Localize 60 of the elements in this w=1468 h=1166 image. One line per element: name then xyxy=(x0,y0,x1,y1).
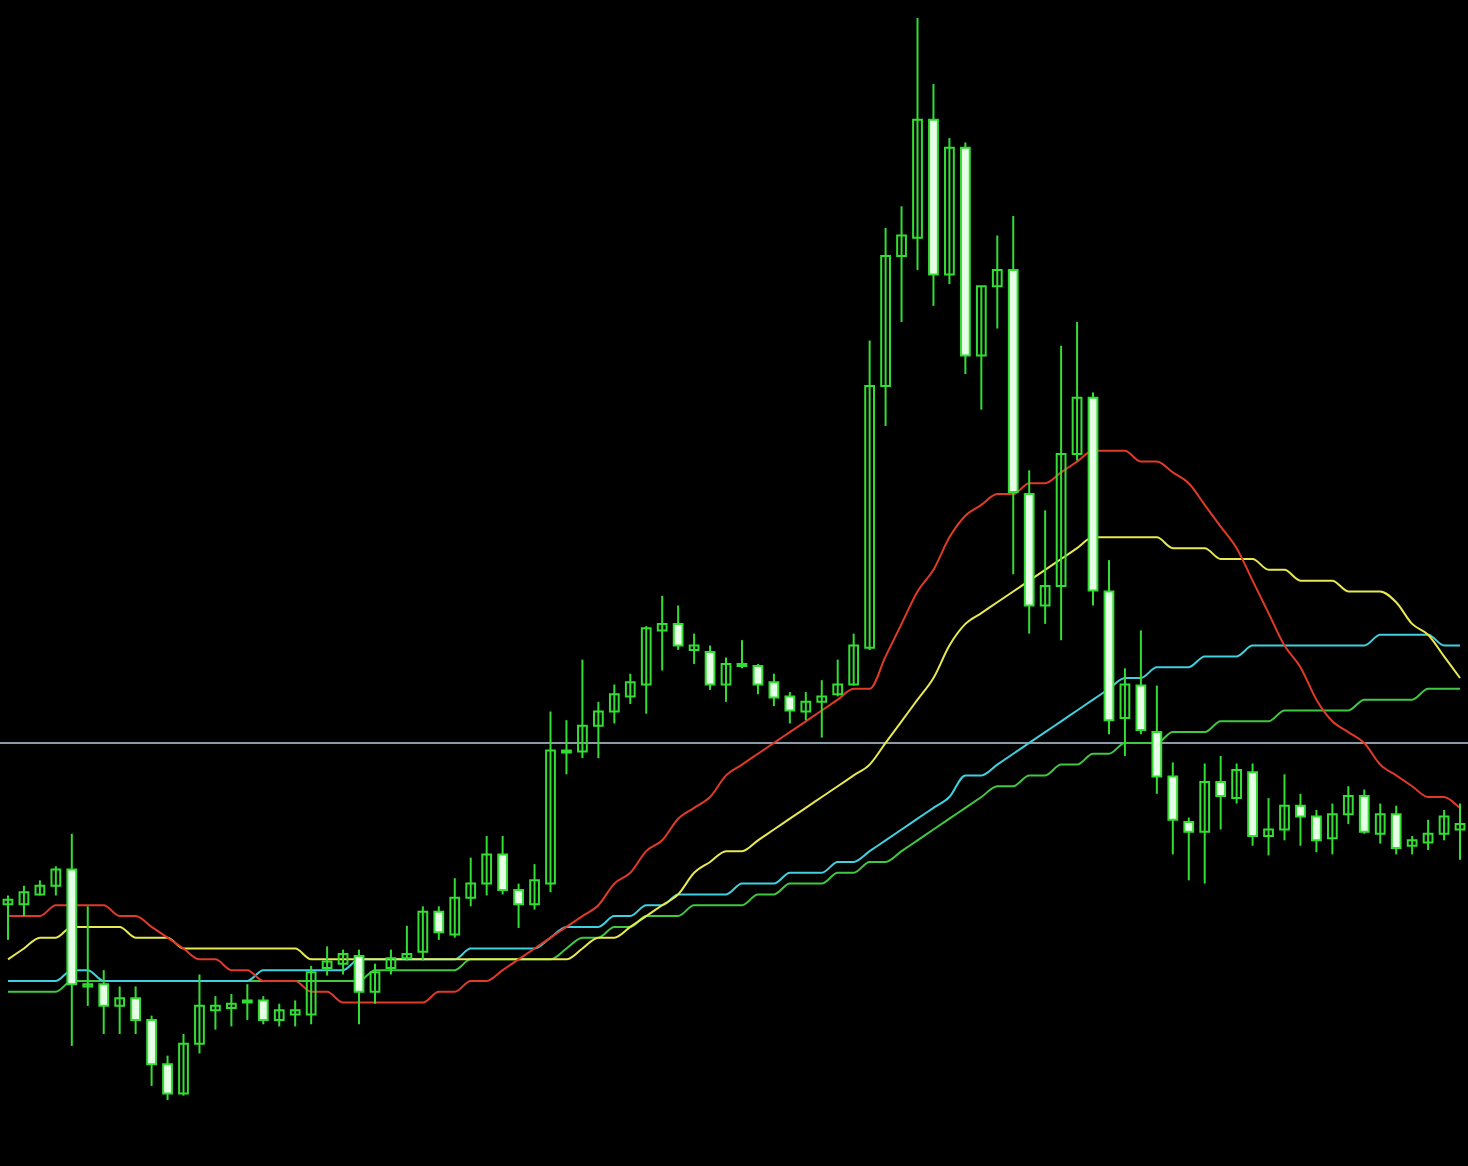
candlestick xyxy=(210,995,221,1031)
candlestick xyxy=(1406,834,1418,856)
candlestick xyxy=(194,973,205,1055)
candlestick xyxy=(417,905,429,962)
candlestick xyxy=(114,985,126,1035)
candlestick xyxy=(178,1033,189,1097)
candlestick xyxy=(1374,802,1386,845)
candlestick xyxy=(561,719,572,776)
candlestick xyxy=(832,658,844,698)
candlestick xyxy=(2,894,14,941)
candlestick xyxy=(1055,344,1067,642)
candlestick xyxy=(18,884,30,918)
candlestick xyxy=(529,863,540,911)
candlestick xyxy=(1454,802,1466,861)
candlestick xyxy=(481,834,493,897)
candlestick xyxy=(82,905,94,1007)
candlestick xyxy=(944,137,955,286)
candlestick xyxy=(337,948,349,976)
candlestick xyxy=(273,1002,285,1028)
candlestick xyxy=(1326,802,1338,856)
candlestick xyxy=(225,992,237,1028)
candlestick xyxy=(896,205,907,324)
candlestick xyxy=(241,983,253,1021)
candlestick xyxy=(688,632,700,665)
candlestick xyxy=(608,683,620,725)
candlestick xyxy=(1199,762,1211,885)
candlestick xyxy=(991,234,1003,330)
candlestick xyxy=(401,924,413,962)
candlestick xyxy=(289,999,301,1028)
candlestick xyxy=(816,679,828,739)
candlestick xyxy=(656,594,668,672)
candlestick xyxy=(1039,509,1051,625)
candlestick xyxy=(1438,809,1450,842)
candlestick xyxy=(1119,667,1131,757)
candlestick xyxy=(975,285,987,411)
candlestick xyxy=(1422,818,1434,852)
candlestick xyxy=(736,639,748,670)
candlestick xyxy=(577,658,588,760)
candlestick xyxy=(321,945,333,977)
candlestick xyxy=(592,700,604,760)
candlestick xyxy=(912,17,923,272)
candlestick xyxy=(640,625,652,715)
candlestick xyxy=(1342,785,1354,826)
candlestick xyxy=(1231,762,1243,805)
candlestick xyxy=(624,672,636,705)
candlestick xyxy=(369,962,381,1005)
candlestick xyxy=(385,948,397,976)
candlestick xyxy=(50,865,62,897)
candlestick xyxy=(449,877,461,939)
candlestick xyxy=(720,656,732,703)
candlestick xyxy=(880,226,891,427)
candlestick xyxy=(864,339,876,651)
candlestick xyxy=(1263,797,1274,857)
candlestick xyxy=(800,691,812,722)
candlestick xyxy=(545,710,556,894)
candlestick xyxy=(848,632,860,687)
candlestick xyxy=(305,964,317,1026)
candlestick xyxy=(465,856,477,908)
candlestick xyxy=(1071,321,1083,462)
candlestick xyxy=(1279,773,1290,842)
